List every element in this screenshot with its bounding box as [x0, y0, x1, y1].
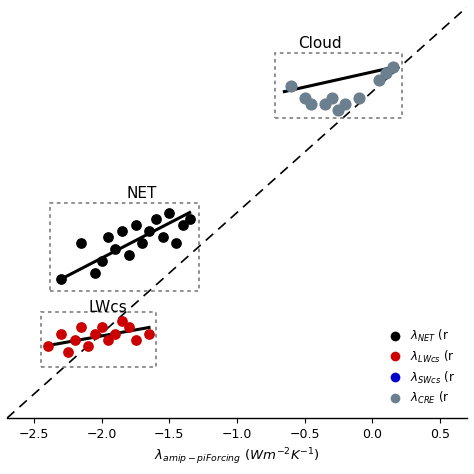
Point — [78, 239, 85, 246]
Point — [138, 239, 146, 246]
Point — [111, 330, 119, 337]
Point — [389, 64, 396, 71]
Text: LWcs: LWcs — [88, 300, 127, 315]
Point — [57, 330, 65, 337]
Point — [186, 215, 193, 222]
Point — [91, 269, 99, 277]
Bar — [41, 312, 156, 367]
Point — [382, 70, 390, 77]
Point — [105, 336, 112, 343]
Point — [118, 318, 126, 325]
Point — [165, 209, 173, 216]
Point — [98, 324, 106, 331]
Bar — [50, 203, 199, 291]
Text: Cloud: Cloud — [298, 36, 342, 51]
Point — [71, 336, 78, 343]
Point — [44, 342, 51, 349]
Point — [152, 215, 160, 222]
Bar — [275, 53, 402, 118]
Point — [91, 330, 99, 337]
Point — [287, 82, 295, 90]
Point — [118, 227, 126, 235]
Point — [145, 227, 153, 235]
Point — [159, 233, 166, 240]
Point — [132, 336, 139, 343]
Point — [98, 257, 106, 265]
Point — [375, 76, 383, 83]
Point — [57, 275, 65, 283]
Point — [179, 221, 187, 228]
Legend: $\lambda_{NET}$ (r, $\lambda_{LWcs}$ (r, $\lambda_{SWcs}$ (r, $\lambda_{CRE}$ (r: $\lambda_{NET}$ (r, $\lambda_{LWcs}$ (r,… — [377, 322, 461, 412]
Point — [84, 342, 92, 349]
Point — [321, 100, 329, 108]
Point — [145, 330, 153, 337]
Point — [335, 106, 342, 114]
Point — [132, 221, 139, 228]
Point — [125, 251, 133, 259]
Point — [341, 100, 349, 108]
Point — [125, 324, 133, 331]
Point — [64, 348, 72, 356]
Point — [328, 94, 336, 101]
X-axis label: $\lambda_{amip-piForcing}$ $(Wm^{-2}K^{-1})$: $\lambda_{amip-piForcing}$ $(Wm^{-2}K^{-… — [154, 447, 320, 467]
Point — [301, 94, 309, 101]
Point — [308, 100, 315, 108]
Point — [111, 245, 119, 253]
Point — [173, 239, 180, 246]
Text: NET: NET — [126, 186, 156, 201]
Point — [355, 94, 363, 101]
Point — [78, 324, 85, 331]
Point — [105, 233, 112, 240]
